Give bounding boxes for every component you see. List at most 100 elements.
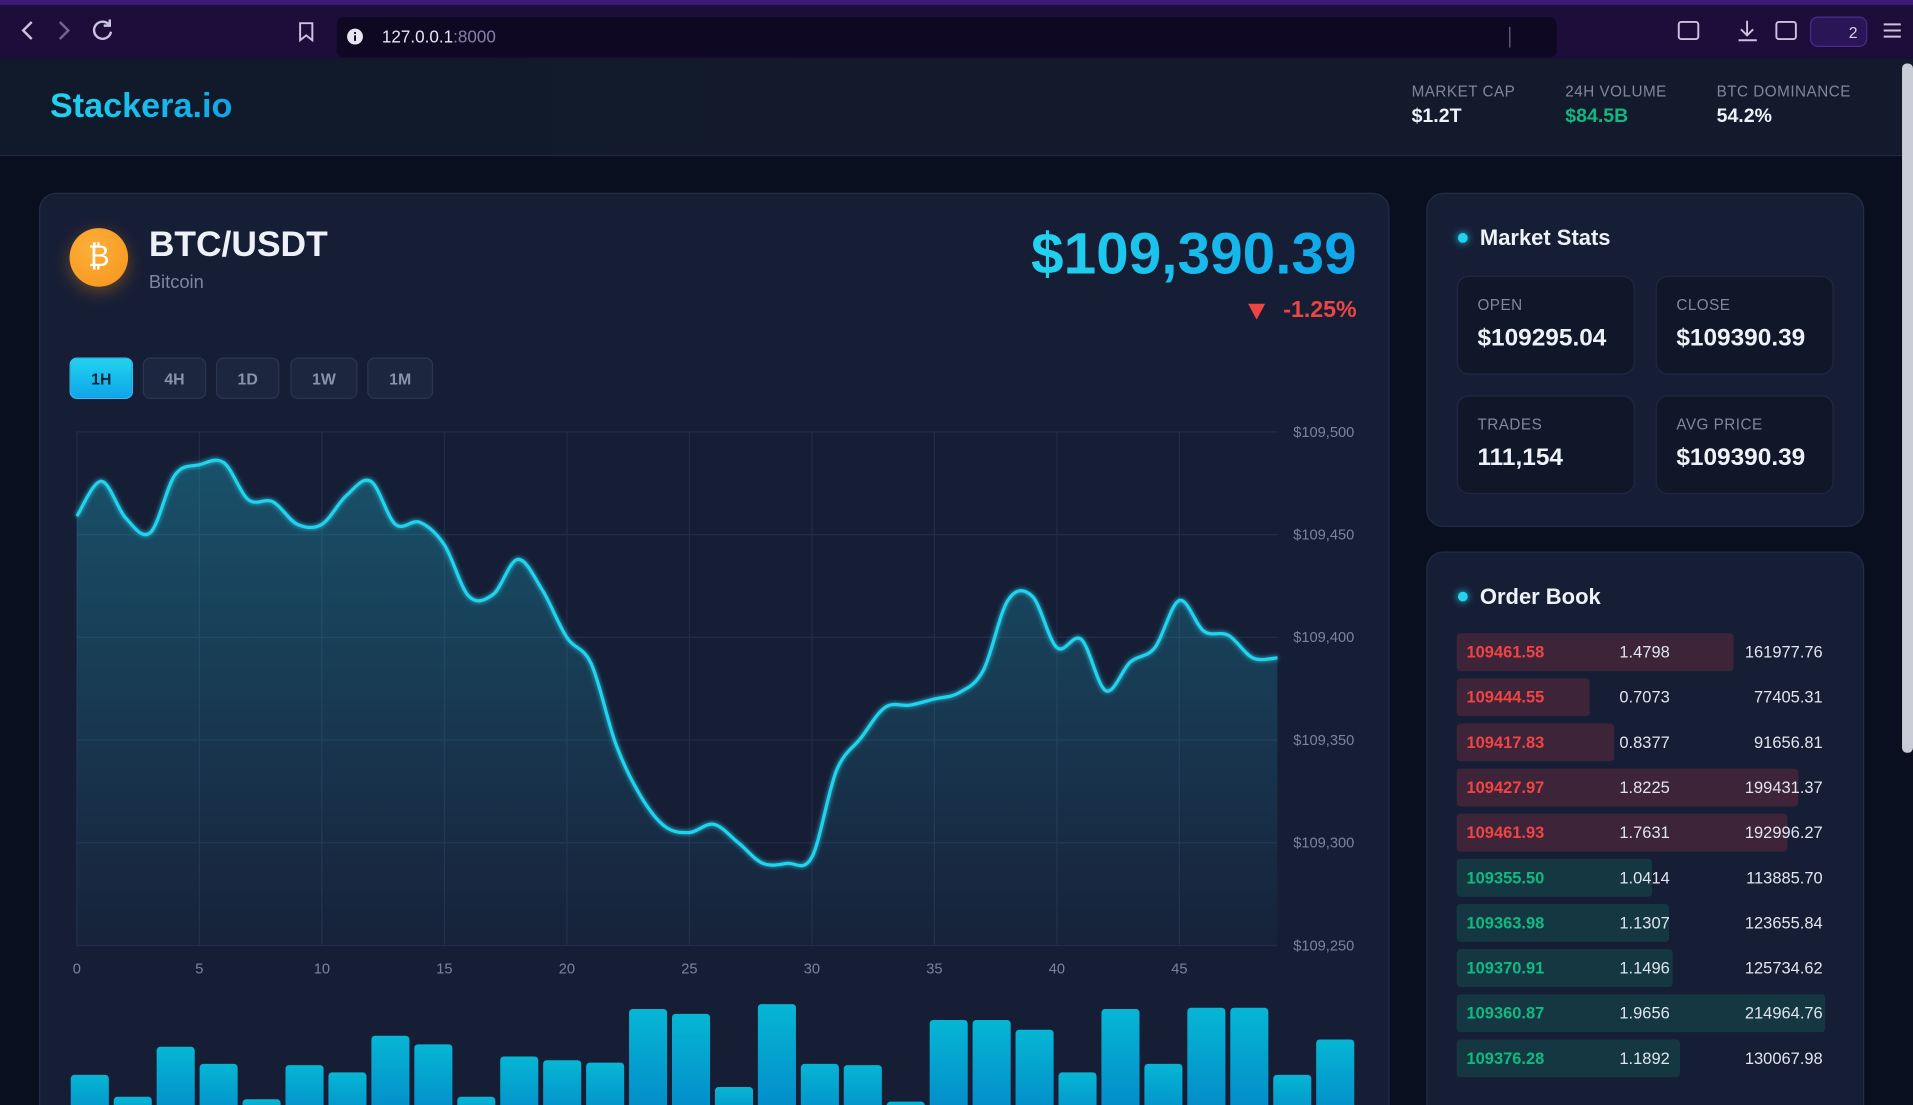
volume-bar: [972, 1019, 1011, 1105]
url-text: 127.0.0.1:8000: [382, 27, 496, 47]
x-tick-label: 45: [1171, 962, 1187, 978]
card-value: $109390.39: [1676, 324, 1806, 352]
volume-bar: [113, 1096, 152, 1105]
dot: [1457, 233, 1468, 243]
depth-bar: [1456, 994, 1825, 1033]
volume-bar: [242, 1099, 281, 1105]
order-price: 109444.55: [1466, 688, 1545, 707]
depth-bar: [1456, 858, 1652, 897]
sidebar-button[interactable]: [1775, 20, 1797, 41]
volume-bar: [543, 1060, 582, 1105]
depth-bar: [1456, 723, 1614, 762]
volume-bar: [886, 1101, 925, 1105]
x-tick-label: 20: [559, 962, 575, 978]
divider: [1509, 26, 1511, 48]
x-tick-label: 10: [314, 962, 330, 978]
volume-bar: [843, 1065, 882, 1105]
price-area: [76, 460, 1278, 946]
volume-bar: [199, 1063, 238, 1105]
url-port: :8000: [453, 26, 496, 47]
y-tick-label: $109,300: [1293, 836, 1354, 852]
reload-button[interactable]: [92, 19, 113, 40]
volume-bar: [757, 1004, 796, 1105]
depth-bar: [1456, 633, 1735, 672]
forward-button[interactable]: [58, 21, 71, 40]
back-button[interactable]: [21, 21, 33, 40]
x-tick-label: 25: [681, 962, 697, 978]
order-price: 109461.93: [1466, 823, 1545, 842]
volume-bar: [1230, 1007, 1269, 1105]
volume-bar: [1101, 1008, 1140, 1105]
order-amount: 1.9656: [1619, 1004, 1670, 1023]
y-tick-label: $109,250: [1293, 938, 1354, 954]
tab-count: 2: [1849, 25, 1858, 42]
order-total: 199431.37: [1744, 778, 1823, 797]
screenshot-button[interactable]: [1677, 20, 1700, 41]
downloads-button[interactable]: [1738, 20, 1757, 42]
card-value: $109295.04: [1477, 324, 1607, 352]
dot: [1457, 591, 1468, 602]
stat-label: 24H VOLUME: [1565, 82, 1667, 101]
site-header: Stackera.io: [0, 58, 1913, 157]
x-tick-label: 0: [73, 962, 81, 978]
order-amount: 1.7631: [1619, 823, 1670, 842]
depth-bar: [1456, 949, 1673, 988]
panel-title: Market Stats: [1479, 225, 1611, 251]
x-tick-label: 35: [926, 962, 942, 978]
order-amount: 1.8225: [1619, 778, 1670, 797]
order-price: 109461.58: [1466, 642, 1545, 662]
x-tick-label: 5: [195, 962, 203, 978]
timeframe-button[interactable]: 1W: [290, 357, 358, 399]
logo[interactable]: Stackera.io: [50, 86, 233, 125]
order-total: 123655.84: [1744, 913, 1823, 933]
volume-bar: [1015, 1029, 1054, 1105]
volume-bar: [457, 1096, 496, 1105]
price-line: [75, 458, 1278, 868]
volume-bar: [500, 1056, 539, 1105]
volume-bar: [671, 1013, 711, 1105]
volume-bar: [285, 1065, 324, 1105]
volume-bar: [156, 1046, 195, 1105]
volume-bar: [1058, 1072, 1097, 1105]
depth-bar: [1456, 678, 1590, 717]
order-price: 109417.83: [1466, 733, 1545, 752]
order-total: 214964.76: [1744, 1004, 1823, 1023]
pair-name: Bitcoin: [148, 272, 204, 293]
address-bar[interactable]: 127.0.0.1:8000: [336, 17, 1557, 58]
timeframe-button[interactable]: 4H: [142, 357, 207, 399]
volume-bar: [328, 1072, 367, 1105]
url-host: 127.0.0.1: [381, 26, 454, 47]
card-label: AVG PRICE: [1676, 416, 1763, 434]
order-total: 125734.62: [1744, 958, 1823, 978]
order-total: 192996.27: [1744, 823, 1823, 842]
depth-bar: [1456, 904, 1669, 942]
volume-bar: [800, 1063, 839, 1105]
x-tick-label: 30: [804, 962, 820, 978]
stat-value: $1.2T: [1411, 106, 1462, 127]
order-price: 109376.28: [1466, 1049, 1545, 1068]
bookmark-button[interactable]: [299, 22, 314, 43]
y-tick-label: $109,450: [1293, 527, 1354, 543]
tabs-button[interactable]: [1809, 16, 1868, 47]
timeframe-button[interactable]: 1H: [69, 357, 133, 399]
order-price: 109360.87: [1466, 1004, 1545, 1023]
volume-bar: [371, 1035, 410, 1105]
browser-toolbar: 2 127.0.0.1:8000: [0, 0, 1913, 59]
y-tick-label: $109,500: [1293, 425, 1354, 441]
timeframe-button[interactable]: 1M: [367, 357, 434, 399]
order-total: 91656.81: [1754, 733, 1823, 752]
order-amount: 1.0414: [1619, 868, 1670, 887]
stat-card: [1655, 395, 1834, 495]
volume-bar: [1187, 1007, 1226, 1105]
timeframe-button[interactable]: 1D: [215, 357, 280, 399]
scrollbar[interactable]: [1902, 63, 1913, 753]
card-value: $109390.39: [1676, 444, 1806, 471]
coin-icon: ₿: [69, 228, 129, 287]
volume-bar: [1144, 1063, 1183, 1105]
y-tick-label: $109,400: [1293, 630, 1354, 646]
menu-button[interactable]: [1883, 23, 1901, 38]
stat-card: [1456, 395, 1635, 495]
order-amount: 0.8377: [1619, 733, 1670, 752]
